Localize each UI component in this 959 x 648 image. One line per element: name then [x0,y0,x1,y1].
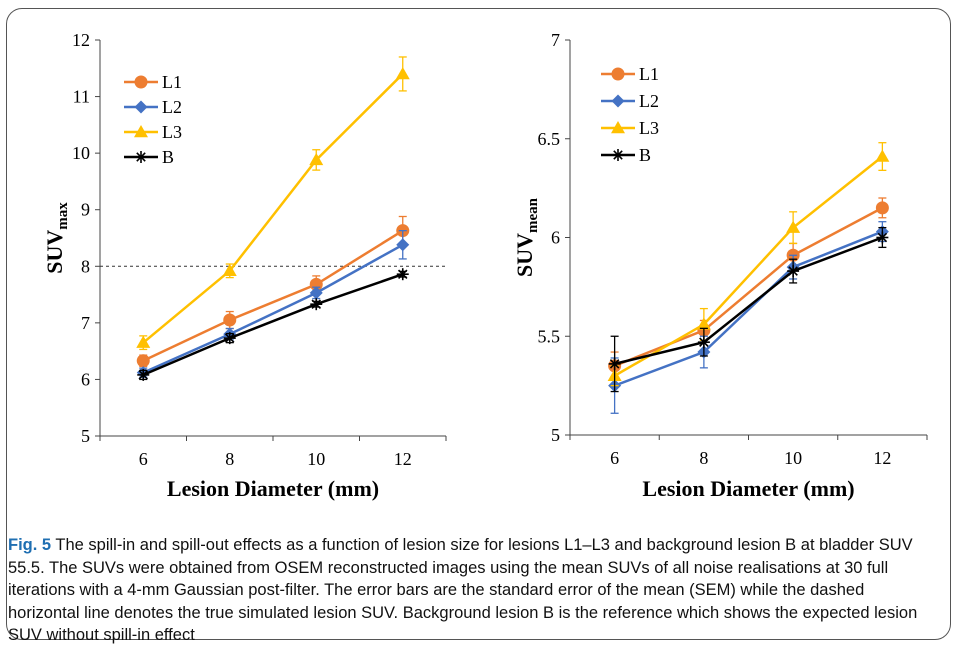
y-tick-label: 8 [81,256,90,276]
legend-label: L3 [162,122,182,142]
data-point [696,317,711,330]
series-line [614,206,883,368]
legend-label: L2 [162,97,182,117]
figure-frame [6,8,951,640]
series-b [137,268,409,381]
data-point [310,298,323,311]
legend-marker [611,94,625,108]
data-point [223,332,236,345]
x-tick-label: 8 [699,448,708,468]
legend-item-b: B [124,147,174,167]
series-line [614,236,883,366]
legend-item-l2: L2 [601,91,659,111]
y-tick-label: 6.5 [538,129,561,149]
legend-marker [134,100,148,114]
legend-item-l1: L1 [124,72,182,92]
caption-text: The spill-in and spill-out effects as a … [8,536,918,644]
legend-marker [135,151,147,163]
suv-max-chart: 5 6 7 8 9 10 11 12 6 8 10 12 L1 L2 L3 B Lesion Diameter … [42,30,447,501]
y-tick-label: 5 [551,425,560,445]
legend-label: L1 [639,64,659,84]
data-point [876,231,889,244]
series-line [614,155,884,377]
data-point [309,286,323,300]
series-line [614,230,883,387]
y-tick-label: 9 [81,200,90,220]
legend-label: L3 [639,118,659,138]
figure-caption: Fig. 5 The spill-in and spill-out effect… [8,534,938,647]
x-axis-title: Lesion Diameter (mm) [642,476,854,501]
data-point [136,354,150,368]
legend-label: L1 [162,72,182,92]
data-point [608,357,621,370]
y-tick-label: 12 [72,30,90,50]
data-point [395,66,410,80]
data-point [697,336,710,349]
x-tick-label: 10 [307,449,325,469]
legend-item-b: B [601,145,651,165]
series-line [142,73,404,344]
data-point [396,238,410,252]
legend-marker [612,149,624,161]
y-tick-label: 6 [551,228,560,248]
legend-label: B [162,147,174,167]
y-tick-label: 10 [72,143,90,163]
legend-marker [611,67,625,81]
data-point [136,335,151,348]
legend-label: L2 [639,91,659,111]
series-line [142,243,404,374]
y-tick-label: 7 [551,30,560,50]
y-tick-label: 11 [73,87,90,107]
y-tick-label: 5 [81,426,90,446]
series-l1 [608,197,889,381]
data-point [222,263,237,277]
data-point [396,268,409,281]
legend-marker [134,75,148,89]
data-point [223,313,237,327]
legend-item-l3: L3 [124,122,182,142]
data-point [309,152,324,166]
x-tick-label: 6 [610,448,619,468]
legend: L1 L2 L3 B [124,72,182,167]
series-l3 [607,142,890,387]
legend-label: B [639,145,651,165]
legend-item-l3: L3 [601,118,659,138]
data-point [786,220,801,233]
y-axis-title: SUVmean [512,197,541,277]
legend: L1 L2 L3 B [601,64,659,165]
x-tick-label: 10 [784,448,802,468]
suv-mean-chart: 5 5.5 6 6.5 7 6 8 10 12 L1 L2 L3 B Lesion Diameter (m… [512,30,928,501]
x-tick-label: 12 [394,449,412,469]
y-tick-label: 5.5 [538,326,561,346]
data-point [875,149,890,162]
y-tick-label: 7 [81,313,90,333]
data-point [787,265,800,278]
y-axis-title: SUVmax [42,202,71,274]
x-tick-label: 6 [139,449,148,469]
x-axis-title: Lesion Diameter (mm) [167,476,379,501]
data-point [875,201,889,215]
series-line [142,273,404,377]
series-l3 [136,56,410,351]
x-tick-label: 12 [873,448,891,468]
y-tick-label: 6 [81,369,90,389]
series-l1 [136,215,410,368]
series-b [608,226,889,393]
legend-marker [611,121,625,134]
series-line [142,229,404,362]
x-tick-label: 8 [225,449,234,469]
data-point [137,368,150,381]
legend-item-l2: L2 [124,97,182,117]
caption-label: Fig. 5 [8,536,52,554]
legend-item-l1: L1 [601,64,659,84]
legend-marker [134,125,148,138]
